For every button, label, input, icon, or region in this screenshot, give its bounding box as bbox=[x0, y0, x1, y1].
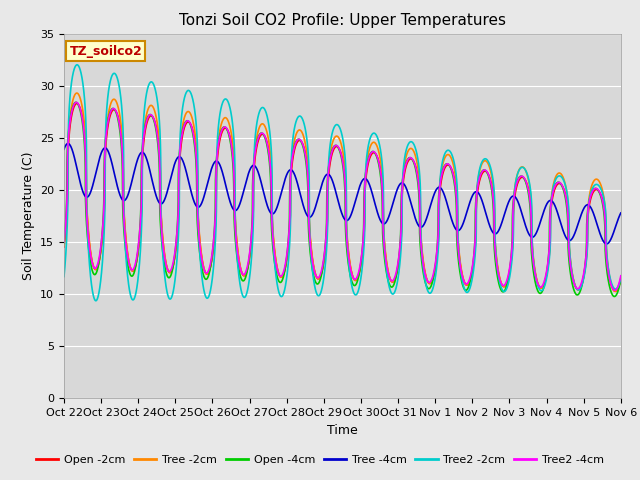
Tree -4cm bbox=[422, 216, 430, 222]
Tree2 -2cm bbox=[422, 284, 430, 289]
Open -4cm bbox=[273, 273, 281, 278]
Tree -2cm bbox=[161, 256, 169, 262]
Tree2 -2cm bbox=[617, 276, 625, 282]
Tree -4cm bbox=[394, 185, 402, 191]
Tree2 -2cm bbox=[476, 166, 483, 172]
Open -4cm bbox=[394, 262, 402, 268]
Open -4cm bbox=[617, 276, 625, 282]
Open -4cm bbox=[422, 282, 430, 288]
Open -4cm bbox=[60, 240, 68, 246]
Open -2cm bbox=[611, 288, 619, 294]
Tree2 -2cm bbox=[92, 298, 100, 304]
Line: Tree2 -2cm: Tree2 -2cm bbox=[64, 65, 621, 301]
Open -2cm bbox=[617, 276, 625, 282]
Tree2 -2cm bbox=[73, 62, 81, 68]
Title: Tonzi Soil CO2 Profile: Upper Temperatures: Tonzi Soil CO2 Profile: Upper Temperatur… bbox=[179, 13, 506, 28]
Open -4cm bbox=[611, 294, 618, 300]
Tree -4cm bbox=[518, 211, 525, 216]
Tree2 -2cm bbox=[518, 165, 526, 170]
Tree2 -2cm bbox=[161, 278, 169, 284]
Y-axis label: Soil Temperature (C): Soil Temperature (C) bbox=[22, 152, 35, 280]
Open -4cm bbox=[476, 174, 483, 180]
Line: Tree -4cm: Tree -4cm bbox=[64, 144, 621, 244]
Tree2 -2cm bbox=[394, 275, 402, 280]
Line: Tree2 -4cm: Tree2 -4cm bbox=[64, 102, 621, 290]
Open -2cm bbox=[273, 264, 281, 270]
Line: Open -4cm: Open -4cm bbox=[64, 102, 621, 297]
Open -2cm bbox=[73, 101, 81, 107]
Tree2 -4cm bbox=[394, 260, 402, 265]
Text: TZ_soilco2: TZ_soilco2 bbox=[70, 45, 142, 58]
X-axis label: Time: Time bbox=[327, 424, 358, 437]
Open -4cm bbox=[161, 266, 169, 272]
Tree -4cm bbox=[476, 192, 483, 198]
Tree -2cm bbox=[60, 243, 68, 249]
Tree -4cm bbox=[60, 146, 68, 152]
Open -2cm bbox=[60, 244, 68, 250]
Tree2 -4cm bbox=[161, 258, 169, 264]
Open -2cm bbox=[422, 275, 430, 281]
Tree -4cm bbox=[617, 210, 625, 216]
Tree -4cm bbox=[273, 205, 281, 211]
Tree -2cm bbox=[422, 275, 430, 280]
Open -2cm bbox=[476, 178, 483, 183]
Tree -2cm bbox=[73, 90, 81, 96]
Tree2 -4cm bbox=[617, 273, 625, 279]
Tree -4cm bbox=[603, 241, 611, 247]
Tree2 -4cm bbox=[611, 288, 619, 293]
Tree -2cm bbox=[518, 164, 525, 170]
Tree -2cm bbox=[273, 263, 281, 269]
Tree -2cm bbox=[394, 263, 402, 268]
Open -2cm bbox=[518, 174, 525, 180]
Tree2 -2cm bbox=[60, 274, 68, 279]
Line: Tree -2cm: Tree -2cm bbox=[64, 93, 621, 291]
Legend: Open -2cm, Tree -2cm, Open -4cm, Tree -4cm, Tree2 -2cm, Tree2 -4cm: Open -2cm, Tree -2cm, Open -4cm, Tree -4… bbox=[32, 451, 608, 469]
Tree2 -4cm bbox=[273, 265, 281, 271]
Open -4cm bbox=[72, 99, 80, 105]
Open -4cm bbox=[518, 173, 525, 179]
Tree2 -4cm bbox=[422, 275, 430, 281]
Tree2 -4cm bbox=[72, 99, 80, 105]
Tree2 -4cm bbox=[60, 239, 68, 245]
Open -2cm bbox=[161, 257, 169, 263]
Tree -2cm bbox=[617, 275, 625, 281]
Tree2 -4cm bbox=[518, 173, 525, 179]
Tree -2cm bbox=[476, 168, 483, 174]
Tree2 -4cm bbox=[476, 175, 483, 180]
Open -2cm bbox=[394, 264, 402, 269]
Tree -4cm bbox=[161, 195, 169, 201]
Tree -2cm bbox=[611, 288, 619, 294]
Tree -4cm bbox=[64, 141, 72, 146]
Line: Open -2cm: Open -2cm bbox=[64, 104, 621, 291]
Tree2 -2cm bbox=[273, 280, 281, 286]
